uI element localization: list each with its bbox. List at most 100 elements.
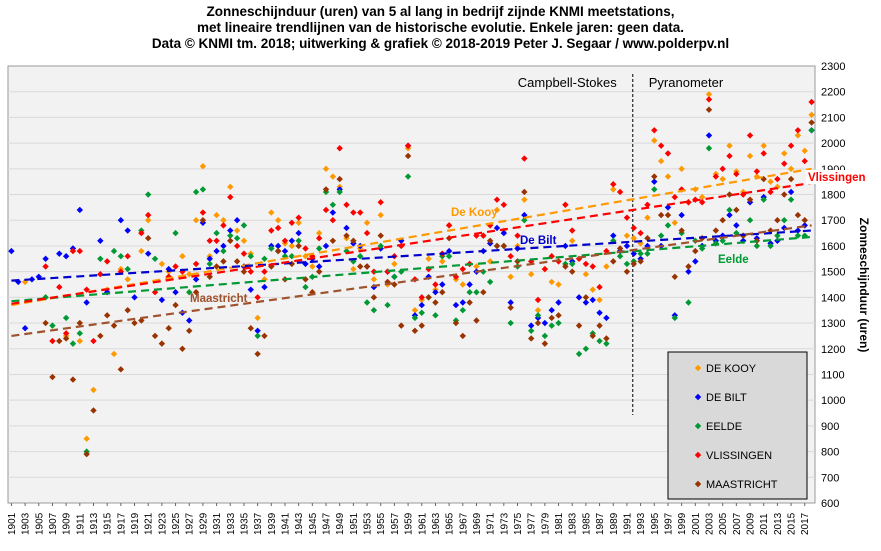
legend-marker-vlissingen [694, 451, 702, 459]
point-maastricht [233, 258, 241, 265]
point-vlissingen [363, 229, 371, 237]
point-eelde [760, 196, 767, 203]
point-maastricht [596, 322, 603, 329]
point-dekooy [787, 165, 795, 173]
point-maastricht [767, 227, 774, 234]
point-eelde [206, 260, 213, 268]
point-dekooy [582, 271, 590, 278]
x-tick-label: 1941 [280, 512, 291, 535]
point-vlissingen [678, 186, 685, 193]
point-debilt [705, 132, 713, 139]
x-tick-label: 1957 [390, 512, 401, 535]
point-maastricht [637, 258, 644, 265]
point-maastricht [575, 322, 583, 329]
point-eelde [569, 260, 576, 268]
y-tick-label: 1100 [821, 369, 845, 381]
point-dekooy [719, 175, 726, 183]
point-vlissingen [343, 201, 350, 209]
y-tick-label: 1300 [821, 318, 845, 330]
point-vlissingen [610, 181, 617, 188]
point-vlissingen [445, 222, 453, 229]
trendlines [11, 167, 812, 338]
point-eelde [548, 322, 555, 329]
point-eelde [657, 232, 665, 239]
point-vlissingen [172, 263, 179, 270]
point-maastricht [692, 247, 699, 255]
trend-label-maastricht: Maastricht [190, 293, 248, 305]
point-debilt [610, 232, 617, 239]
point-maastricht [548, 314, 555, 322]
x-tick-label: 1943 [294, 512, 305, 535]
point-vlissingen [336, 145, 343, 152]
point-debilt [8, 247, 15, 255]
point-dekooy [459, 281, 466, 288]
point-dekooy [781, 150, 788, 157]
point-dekooy [644, 214, 651, 221]
point-vlissingen [220, 222, 227, 229]
point-debilt [555, 299, 562, 306]
point-eelde [302, 283, 309, 291]
x-tick-label: 1947 [322, 512, 333, 535]
point-eelde [794, 232, 802, 239]
point-vlissingen [787, 142, 795, 149]
point-vlissingen [616, 188, 624, 196]
point-debilt [172, 289, 179, 296]
point-vlissingen [774, 175, 781, 183]
point-vlissingen [329, 217, 337, 224]
point-eelde [411, 314, 419, 322]
point-debilt [97, 237, 104, 244]
point-maastricht [172, 301, 179, 309]
point-eelde [671, 314, 679, 322]
trend-label-debilt: De Bilt [520, 235, 557, 247]
x-tick-label: 2001 [691, 512, 702, 535]
point-debilt [62, 253, 70, 260]
x-tick-label: 1921 [144, 512, 155, 535]
point-vlissingen [404, 142, 412, 149]
point-maastricht [500, 242, 508, 250]
x-tick-label: 1901 [7, 512, 18, 535]
point-dekooy [192, 217, 200, 224]
point-vlissingen [90, 337, 97, 345]
point-vlissingen [192, 260, 200, 268]
point-maastricht [616, 245, 624, 252]
point-maastricht [186, 327, 193, 334]
point-maastricht [62, 335, 70, 342]
point-vlissingen [521, 155, 528, 162]
point-debilt [452, 301, 460, 309]
y-axis-title: Zonneschijnduur (uren) [857, 218, 871, 353]
y-axis: 600 700 800 900 1000 1100 1200 1300 1400 1500 1600… [821, 61, 845, 510]
point-maastricht [425, 294, 432, 301]
point-vlissingen [760, 150, 767, 157]
point-vlissingen [534, 296, 542, 304]
trend-label-dekooy: De Kooy [451, 207, 498, 219]
point-vlissingen [582, 260, 590, 268]
point-dekooy [309, 263, 316, 270]
point-maastricht [97, 332, 104, 340]
point-dekooy [138, 247, 145, 255]
point-debilt [541, 319, 549, 327]
point-vlissingen [370, 268, 378, 275]
point-maastricht [138, 317, 145, 324]
point-vlissingen [288, 219, 296, 227]
point-debilt [343, 224, 350, 232]
x-tick-label: 1993 [636, 512, 647, 535]
point-dekooy [227, 183, 234, 191]
point-maastricht [671, 273, 679, 280]
point-maastricht [664, 211, 672, 219]
x-tick-label: 1997 [663, 512, 674, 535]
point-vlissingen [767, 188, 774, 196]
point-maastricht [165, 325, 172, 332]
point-vlissingen [268, 227, 275, 234]
legend-label-vlissingen: VLISSINGEN [706, 450, 772, 462]
point-vlissingen [712, 173, 720, 180]
point-vlissingen [247, 268, 254, 275]
point-maastricht [466, 299, 473, 306]
point-dekooy [794, 132, 802, 139]
point-debilt [76, 206, 84, 214]
x-tick-label: 1981 [554, 512, 565, 535]
point-dekooy [144, 217, 152, 224]
point-maastricht [657, 211, 665, 219]
point-eelde [151, 255, 159, 262]
point-maastricht [589, 332, 596, 340]
